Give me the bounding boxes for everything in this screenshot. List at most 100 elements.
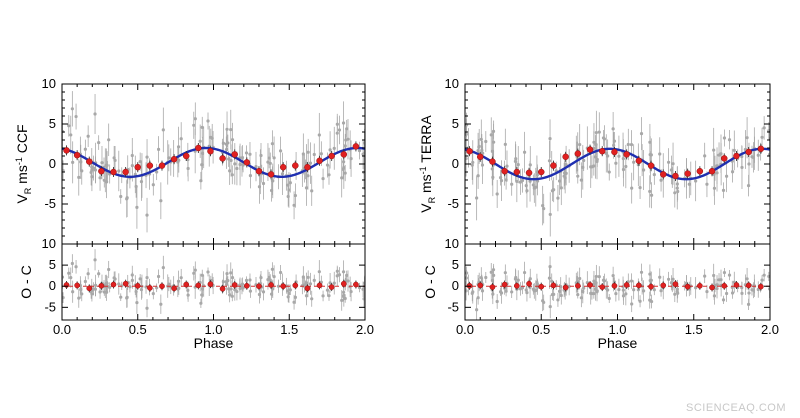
right-raw-residual [639, 263, 644, 282]
right-raw-residual [484, 271, 488, 283]
right-x-tick-label: 1.0 [608, 322, 626, 337]
left-raw-point [317, 112, 321, 157]
right-raw-point [632, 144, 636, 181]
left-raw-point [119, 189, 123, 204]
right-raw-residual [746, 298, 751, 311]
left-binned-point [340, 149, 348, 160]
right-raw-point [595, 152, 599, 167]
right-raw-point [518, 169, 523, 195]
right-raw-residual [617, 278, 621, 301]
left-raw-residual [301, 266, 305, 288]
left-raw-point [209, 128, 213, 147]
left-raw-point [312, 143, 316, 166]
left-raw-residual [62, 292, 65, 303]
right-raw-point [503, 128, 507, 160]
right-raw-point [760, 127, 764, 147]
right-raw-residual [547, 267, 552, 289]
left-binned-residual [86, 284, 93, 293]
right-binned-point [466, 146, 473, 157]
right-raw-residual [514, 269, 518, 286]
left-raw-residual [138, 274, 142, 284]
right-raw-residual [590, 287, 594, 300]
left-binned-residual [340, 279, 347, 288]
left-raw-residual [259, 271, 263, 285]
left-raw-residual [272, 265, 276, 288]
right-binned-residual [684, 282, 691, 291]
left-raw-point [306, 138, 310, 166]
right-raw-point [592, 123, 596, 162]
left-raw-point [161, 107, 165, 153]
right-raw-point [489, 117, 493, 153]
left-raw-residual [229, 280, 233, 298]
right-raw-residual [556, 293, 560, 307]
left-raw-point [272, 136, 276, 180]
left-raw-residual [179, 268, 183, 287]
right-raw-residual [611, 266, 615, 285]
left-raw-point [108, 164, 112, 184]
left-x-tick-label: 0.0 [53, 322, 71, 337]
right-raw-residual [740, 281, 744, 305]
right-binned-point [562, 151, 569, 162]
right-binned-point [672, 171, 679, 181]
left-raw-point [97, 135, 101, 150]
left-binned-point [98, 166, 105, 177]
right-binned-residual [745, 281, 752, 290]
right-raw-point [658, 137, 662, 171]
right-raw-point [675, 166, 679, 202]
left-raw-residual [332, 271, 336, 295]
right-raw-point [642, 150, 646, 191]
left-raw-point [335, 113, 339, 153]
right-raw-point [673, 178, 677, 208]
left-raw-point [278, 136, 283, 166]
left-raw-residual [206, 267, 210, 277]
right-binned-residual [611, 281, 618, 290]
watermark-text: SCIENCEAQ.COM [685, 402, 786, 414]
left-raw-point [179, 122, 183, 156]
left-binned-point [110, 167, 117, 177]
left-raw-residual [337, 267, 342, 283]
left-binned-residual [63, 280, 70, 289]
right-raw-point [746, 174, 751, 197]
left-raw-residual [156, 269, 161, 284]
left-raw-point [90, 148, 94, 187]
right-raw-point [470, 150, 474, 180]
left-binned-residual [292, 281, 299, 290]
left-raw-residual [74, 259, 78, 274]
left-raw-residual [167, 276, 171, 292]
left-raw-point [337, 115, 342, 145]
right-binned-point [647, 160, 655, 171]
right-raw-point [621, 152, 626, 187]
left-binned-point [267, 169, 275, 180]
left-binned-residual [219, 284, 226, 293]
right-binned-point [660, 169, 667, 180]
left-binned-point [134, 162, 141, 173]
right-raw-residual [495, 294, 499, 309]
right-binned-point [757, 143, 765, 154]
left-raw-residual [306, 270, 310, 285]
left-binned-point [73, 150, 81, 161]
left-raw-point [228, 156, 232, 185]
left-y-tick-label: 10 [42, 76, 56, 91]
left-binned-residual [231, 280, 238, 289]
left-raw-point [321, 168, 325, 189]
right-binned-residual [636, 281, 642, 290]
right-raw-residual [632, 280, 636, 300]
right-raw-point [514, 144, 518, 174]
right-raw-point [730, 148, 734, 174]
left-raw-point [69, 115, 73, 155]
left-residual-y-axis-title: O - C [18, 265, 34, 298]
left-raw-residual [293, 290, 298, 304]
right-x-tick-label: 0.0 [456, 322, 474, 337]
right-raw-residual [510, 285, 514, 299]
left-raw-point [230, 122, 235, 157]
left-binned-point [352, 141, 360, 152]
right-raw-point [582, 149, 586, 172]
right-binned-residual [489, 283, 496, 292]
right-raw-residual [756, 281, 760, 298]
left-raw-point [357, 141, 362, 160]
right-raw-residual [471, 280, 475, 304]
left-raw-residual [327, 290, 331, 301]
left-raw-residual [93, 249, 97, 271]
right-raw-point [505, 150, 509, 182]
left-raw-residual [128, 281, 132, 293]
